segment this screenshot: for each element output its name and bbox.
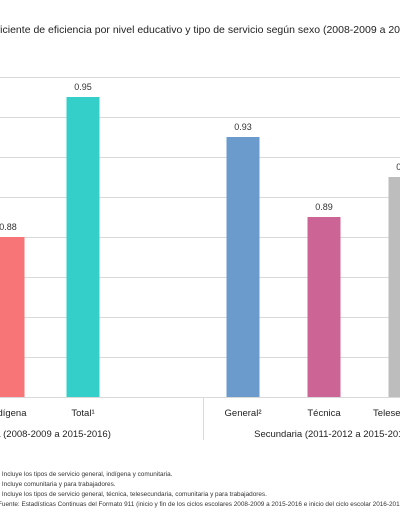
bar bbox=[226, 137, 260, 397]
bar bbox=[0, 237, 25, 397]
footnote-3: ³ Incluye los tipos de servicio general,… bbox=[0, 491, 267, 498]
category-label: General² bbox=[225, 408, 262, 419]
bar bbox=[66, 97, 100, 397]
data-label: 0.89 bbox=[315, 202, 333, 212]
chart-title: Coeficiente de eficiencia por nivel educ… bbox=[0, 24, 400, 36]
bar bbox=[388, 177, 400, 397]
category-label: Indígena bbox=[0, 408, 27, 419]
bar bbox=[307, 217, 341, 397]
data-label: 0.93 bbox=[234, 122, 252, 132]
group-label: Primaria (2008-2009 a 2015-2016) bbox=[0, 429, 111, 440]
footnote-2: ² Incluye comunitaria y para trabajadore… bbox=[0, 481, 116, 488]
category-label: Técnica bbox=[307, 408, 341, 419]
category-label: Telesecundaria bbox=[373, 408, 400, 419]
group-label: Secundaria (2011-2012 a 2015-2016) bbox=[254, 429, 400, 440]
source-note: Fuente: Estadísticas Continuas del Forma… bbox=[0, 501, 400, 508]
footnote-1: ¹ Incluye los tipos de servicio general,… bbox=[0, 471, 173, 478]
bars bbox=[0, 97, 400, 397]
data-label: 0.91 bbox=[396, 162, 400, 172]
data-label: 0.95 bbox=[74, 82, 92, 92]
labels: 0.88 Indígena 0.95 Total¹ 0.93 General² 0.89 Té… bbox=[0, 82, 400, 440]
category-label: Total¹ bbox=[71, 408, 94, 419]
data-label: 0.88 bbox=[0, 222, 17, 232]
